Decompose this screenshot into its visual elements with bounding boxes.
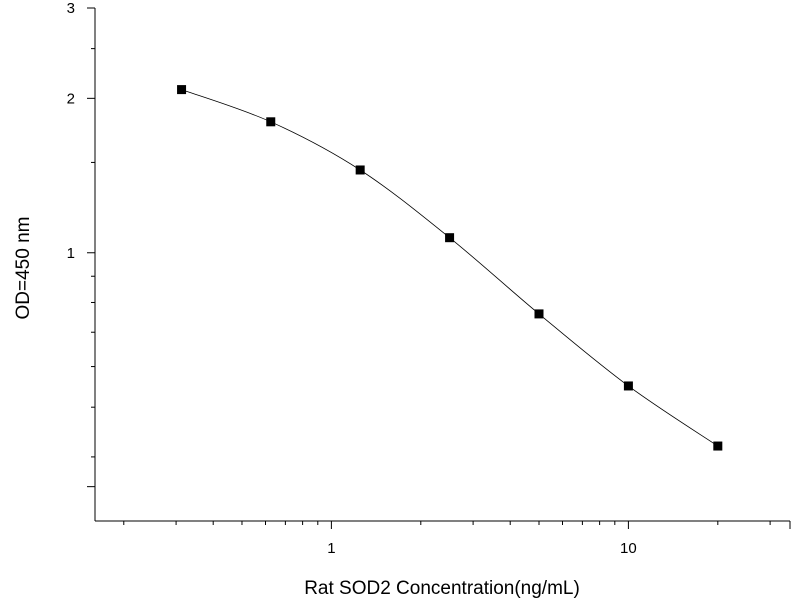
- data-point-marker: [355, 165, 365, 175]
- data-point-marker: [266, 117, 276, 127]
- series-line: [181, 89, 719, 447]
- x-tick-label: 1: [327, 540, 335, 557]
- data-point-marker: [713, 441, 723, 451]
- plot-frame: [94, 8, 790, 522]
- y-tick-label: 1: [67, 245, 75, 262]
- data-point-marker: [534, 309, 544, 319]
- x-axis-ticks: 1 10: [123, 521, 791, 557]
- y-axis-ticks: 1 2 3: [67, 0, 95, 488]
- series-markers-group: [177, 85, 723, 451]
- series-line-group: [181, 89, 719, 447]
- x-axis-title: Rat SOD2 Concentration(ng/mL): [304, 578, 580, 599]
- data-point-marker: [445, 233, 455, 243]
- y-axis-title: OD=450 nm: [13, 217, 34, 320]
- x-tick-label: 10: [620, 540, 637, 557]
- y-tick-label: 3: [67, 0, 75, 17]
- data-point-marker: [623, 381, 633, 391]
- y-tick-label: 2: [67, 90, 75, 107]
- data-point-marker: [177, 85, 187, 95]
